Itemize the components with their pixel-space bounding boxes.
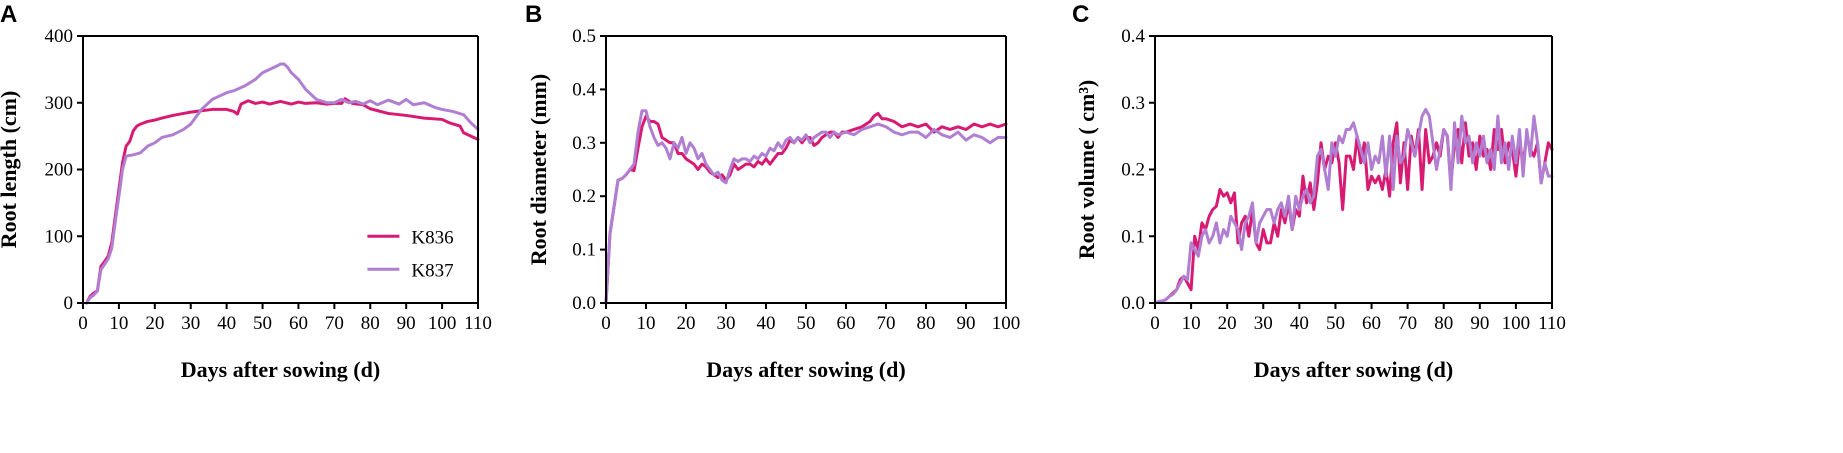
y-tick-label: 0.0 <box>572 293 596 314</box>
x-tick-label: 100 <box>428 313 457 334</box>
x-tick-label: 80 <box>917 313 936 334</box>
chart-panel-A: A 0 10 20 30 40 50 60 70 80 90 100 110 0 100 200 300 400 D… <box>0 1 492 382</box>
y-tick-label: 0.3 <box>572 133 596 154</box>
y-axis-title: Root volume ( cm³) <box>1074 80 1099 260</box>
x-tick-label: 30 <box>717 313 736 334</box>
x-axis-title: Days after sowing (d) <box>1254 357 1453 382</box>
x-tick-label: 80 <box>1434 313 1453 334</box>
x-axis-title: Days after sowing (d) <box>706 357 905 382</box>
panel-label: B <box>525 1 542 28</box>
x-tick-label: 110 <box>1538 313 1566 334</box>
y-tick-label: 100 <box>45 226 74 247</box>
series-line-k836 <box>604 111 1008 305</box>
x-tick-label: 20 <box>145 313 164 334</box>
x-tick-label: 40 <box>757 313 776 334</box>
x-tick-label: 60 <box>289 313 308 334</box>
chart-panel-B: B 0 10 20 30 40 50 60 70 80 90 100 0.0 0.1 0.2 0.3 0.4 0.… <box>525 1 1020 382</box>
panel-label: C <box>1072 1 1089 28</box>
x-tick-label: 70 <box>877 313 896 334</box>
series-line-k837 <box>1153 107 1554 305</box>
y-tick-label: 0.4 <box>572 79 596 100</box>
y-tick-label: 0.1 <box>572 240 596 261</box>
x-tick-label: 50 <box>797 313 816 334</box>
x-tick-label: 60 <box>837 313 856 334</box>
x-tick-label: 90 <box>397 313 416 334</box>
x-tick-label: 40 <box>217 313 236 334</box>
y-tick-label: 0.3 <box>1121 93 1145 114</box>
x-tick-label: 0 <box>1150 313 1160 334</box>
series-line-k837 <box>604 109 1008 305</box>
y-tick-label: 0.2 <box>572 186 596 207</box>
x-tick-label: 100 <box>1502 313 1531 334</box>
x-axis-title: Days after sowing (d) <box>181 357 380 382</box>
x-tick-label: 30 <box>1254 313 1273 334</box>
x-tick-label: 50 <box>253 313 272 334</box>
y-tick-label: 400 <box>45 26 74 47</box>
x-tick-label: 10 <box>1182 313 1201 334</box>
x-tick-label: 60 <box>1362 313 1381 334</box>
legend-label-k836: K836 <box>411 227 453 248</box>
y-tick-label: 0.5 <box>572 26 596 47</box>
x-tick-label: 20 <box>1218 313 1237 334</box>
panel-label: A <box>0 1 17 28</box>
series-line-k836 <box>1153 121 1554 305</box>
y-tick-label: 0.1 <box>1121 226 1145 247</box>
y-tick-label: 0.0 <box>1121 293 1145 314</box>
y-tick-label: 200 <box>45 160 74 181</box>
y-tick-label: 0.4 <box>1121 26 1145 47</box>
x-tick-label: 20 <box>677 313 696 334</box>
x-tick-label: 90 <box>957 313 976 334</box>
x-tick-label: 70 <box>1398 313 1417 334</box>
x-tick-label: 40 <box>1290 313 1309 334</box>
x-tick-label: 10 <box>109 313 128 334</box>
x-tick-label: 100 <box>992 313 1021 334</box>
legend-label-k837: K837 <box>411 260 453 281</box>
x-tick-label: 10 <box>637 313 656 334</box>
series-line-k837 <box>85 62 480 305</box>
x-tick-label: 0 <box>78 313 88 334</box>
y-tick-label: 0 <box>64 293 74 314</box>
y-tick-label: 300 <box>45 93 74 114</box>
y-axis-title: Root length (cm) <box>0 91 21 249</box>
x-tick-label: 30 <box>181 313 200 334</box>
x-tick-label: 0 <box>601 313 611 334</box>
y-tick-label: 0.2 <box>1121 160 1145 181</box>
y-axis-title: Root diameter (mm) <box>526 74 551 265</box>
chart-panel-C: C 0 10 20 30 40 50 60 70 80 90 100 110 0.0 0.1 0.2 0.3 0.… <box>1072 1 1566 382</box>
x-tick-label: 110 <box>464 313 492 334</box>
x-tick-label: 90 <box>1470 313 1489 334</box>
x-tick-label: 70 <box>325 313 344 334</box>
x-tick-label: 50 <box>1326 313 1345 334</box>
x-tick-label: 80 <box>361 313 380 334</box>
